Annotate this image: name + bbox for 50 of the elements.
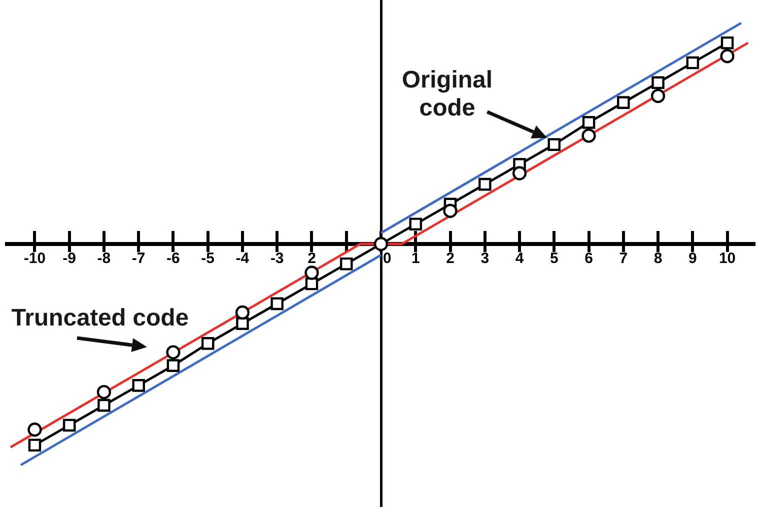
point (62, 418, 76, 432)
point (409, 218, 422, 231)
point (582, 116, 596, 129)
x-tick-label: 9 (688, 250, 697, 268)
x-tick-label: -6 (166, 250, 180, 268)
point (98, 398, 110, 412)
point (96, 384, 112, 400)
point (617, 96, 630, 109)
point (686, 56, 700, 70)
x-tick-label: 6 (584, 250, 593, 268)
x-tick-label: 5 (550, 250, 558, 268)
point (720, 49, 734, 64)
point (166, 345, 180, 360)
point (340, 257, 353, 270)
x-tick-label: 7 (619, 250, 628, 268)
x-tick-label: 2 (308, 250, 316, 268)
point (28, 422, 42, 437)
point (650, 88, 666, 104)
x-tick-label: 0 (383, 250, 392, 268)
point (132, 379, 145, 392)
point (478, 178, 492, 191)
point (443, 204, 458, 218)
x-tick-label: -9 (62, 250, 76, 268)
x-tick-label: -7 (132, 250, 146, 268)
x-tick-label: 3 (480, 250, 490, 268)
x-tick-label: 1 (411, 250, 420, 268)
point (304, 266, 319, 280)
x-tick-label: 8 (654, 250, 662, 268)
point (236, 317, 249, 330)
x-tick-label: -3 (270, 250, 284, 268)
point (512, 166, 527, 180)
point (374, 236, 388, 252)
point (201, 337, 214, 350)
point (582, 128, 596, 143)
point (28, 438, 42, 452)
x-tick-label: 10 (718, 250, 736, 268)
x-tick-label: -4 (236, 250, 250, 268)
x-tick-label: -5 (201, 250, 215, 268)
point (235, 305, 250, 320)
x-tick-label: 2 (446, 250, 454, 268)
x-tick-label: -8 (97, 250, 111, 268)
point (166, 359, 180, 372)
x-tick-label: 4 (515, 250, 524, 268)
x-tick-label: -10 (24, 250, 46, 268)
annotation: Original code (402, 66, 493, 122)
annotation: Truncated code (11, 304, 189, 332)
point (270, 297, 284, 310)
point (652, 76, 664, 90)
point (720, 36, 734, 50)
point (548, 138, 561, 151)
